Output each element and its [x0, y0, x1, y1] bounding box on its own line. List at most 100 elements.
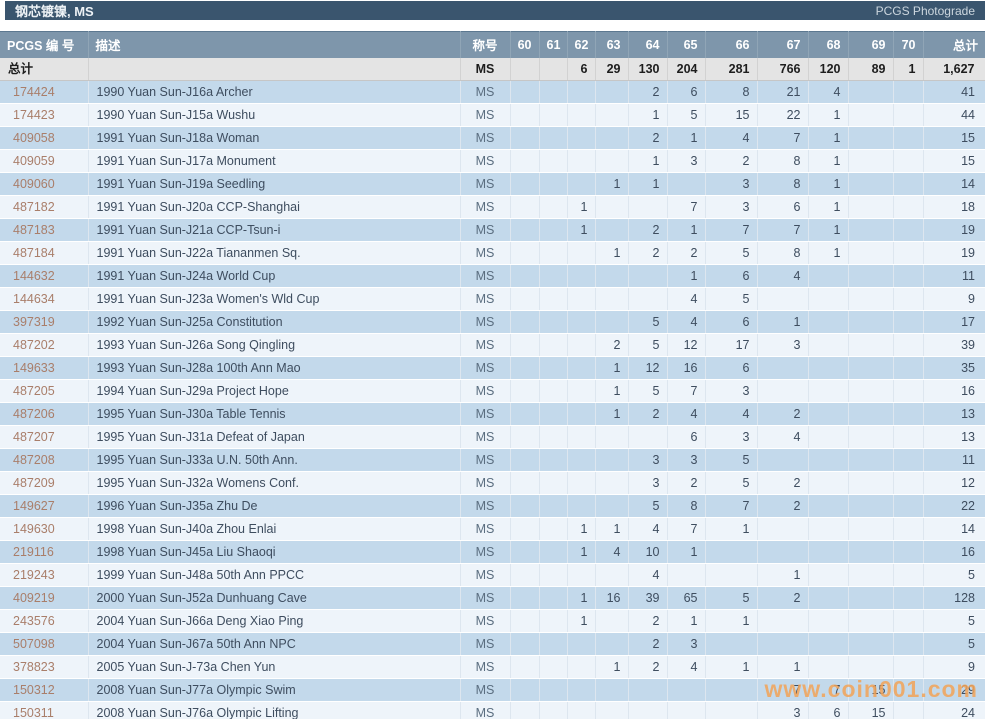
pcgs-number-link[interactable]: 150311 [0, 701, 89, 719]
grade-62-count [567, 80, 596, 104]
grade-69-count [848, 609, 894, 633]
pcgs-number-link[interactable]: 150312 [0, 678, 89, 702]
coin-description: 1992 Yuan Sun-J25a Constitution [88, 310, 461, 334]
grade-68-count [808, 402, 849, 426]
grade-63-count [595, 448, 629, 472]
designation-cell: MS [460, 632, 511, 656]
population-table: PCGS 编 号 描述 称号 60 61 62 63 64 65 66 67 6… [0, 31, 985, 719]
grade-64-count: 2 [628, 218, 668, 242]
grade-65-count: 8 [667, 494, 706, 518]
pcgs-number-link[interactable]: 409060 [0, 172, 89, 196]
pcgs-number-link[interactable]: 409058 [0, 126, 89, 150]
grade-60-count [510, 103, 540, 127]
grade-61-count [539, 609, 568, 633]
grade-63-count [595, 609, 629, 633]
col-header-grade-69: 69 [848, 31, 894, 58]
pcgs-number-link[interactable]: 487208 [0, 448, 89, 472]
grade-65-count: 4 [667, 310, 706, 334]
grade-66-count: 6 [705, 264, 758, 288]
grade-62-count: 1 [567, 586, 596, 610]
pcgs-number-link[interactable]: 219116 [0, 540, 89, 564]
grade-63-count [595, 195, 629, 219]
designation-cell: MS [460, 701, 511, 719]
coin-description: 1996 Yuan Sun-J35a Zhu De [88, 494, 461, 518]
row-total: 5 [923, 632, 985, 656]
pcgs-number-link[interactable]: 144634 [0, 287, 89, 311]
table-row: 487202 1993 Yuan Sun-J26a Song Qingling MS… [0, 333, 985, 357]
coin-description: 1995 Yuan Sun-J32a Womens Conf. [88, 471, 461, 495]
grade-67-count [757, 540, 809, 564]
pcgs-number-link[interactable]: 243576 [0, 609, 89, 633]
grade-64-count: 3 [628, 448, 668, 472]
pcgs-number-link[interactable]: 149627 [0, 494, 89, 518]
grade-65-count: 1 [667, 264, 706, 288]
pcgs-number-link[interactable]: 487184 [0, 241, 89, 265]
grade-67-count: 7 [757, 126, 809, 150]
pcgs-number-link[interactable]: 397319 [0, 310, 89, 334]
totals-grade-66: 281 [705, 57, 758, 81]
pcgs-number-link[interactable]: 487182 [0, 195, 89, 219]
grade-68-count [808, 448, 849, 472]
grade-63-count: 2 [595, 333, 629, 357]
grade-66-count [705, 701, 758, 719]
grade-68-count [808, 655, 849, 679]
grade-69-count [848, 425, 894, 449]
grade-61-count [539, 494, 568, 518]
grade-64-count: 39 [628, 586, 668, 610]
pcgs-number-link[interactable]: 409219 [0, 586, 89, 610]
pcgs-number-link[interactable]: 174423 [0, 103, 89, 127]
designation-cell: MS [460, 356, 511, 380]
pcgs-number-link[interactable]: 144632 [0, 264, 89, 288]
col-header-grade-67: 67 [757, 31, 809, 58]
pcgs-number-link[interactable]: 487202 [0, 333, 89, 357]
table-row: 174424 1990 Yuan Sun-J16a Archer MS 2 6 8 21 4 4… [0, 80, 985, 104]
grade-68-count [808, 356, 849, 380]
grade-60-count [510, 126, 540, 150]
pcgs-number-link[interactable]: 507098 [0, 632, 89, 656]
grade-68-count [808, 494, 849, 518]
grade-66-count: 8 [705, 80, 758, 104]
col-header-grade-70: 70 [893, 31, 924, 58]
section-titlebar: 钢芯镀镍, MS PCGS Photograde [5, 1, 985, 20]
grade-70-count [893, 379, 924, 403]
row-total: 5 [923, 609, 985, 633]
grade-68-count [808, 609, 849, 633]
pcgs-photograde-link[interactable]: PCGS Photograde [875, 3, 975, 18]
table-row: 144632 1991 Yuan Sun-J24a World Cup MS 1 6 4 1… [0, 264, 985, 288]
coin-description: 1999 Yuan Sun-J48a 50th Ann PPCC [88, 563, 461, 587]
grade-70-count [893, 172, 924, 196]
grade-64-count: 10 [628, 540, 668, 564]
pcgs-number-link[interactable]: 487209 [0, 471, 89, 495]
pcgs-number-link[interactable]: 219243 [0, 563, 89, 587]
grade-61-count [539, 241, 568, 265]
row-total: 17 [923, 310, 985, 334]
grade-64-count: 5 [628, 333, 668, 357]
grade-64-count: 12 [628, 356, 668, 380]
grade-61-count [539, 563, 568, 587]
pcgs-number-link[interactable]: 487207 [0, 425, 89, 449]
grade-60-count [510, 80, 540, 104]
grade-69-count [848, 471, 894, 495]
grade-67-count: 2 [757, 471, 809, 495]
grade-65-count: 12 [667, 333, 706, 357]
pcgs-number-link[interactable]: 487205 [0, 379, 89, 403]
grade-61-count [539, 333, 568, 357]
pcgs-number-link[interactable]: 487206 [0, 402, 89, 426]
grade-60-count [510, 356, 540, 380]
pcgs-number-link[interactable]: 378823 [0, 655, 89, 679]
pcgs-number-link[interactable]: 149630 [0, 517, 89, 541]
pcgs-number-link[interactable]: 149633 [0, 356, 89, 380]
grade-61-count [539, 310, 568, 334]
pcgs-number-link[interactable]: 409059 [0, 149, 89, 173]
grade-66-count: 5 [705, 448, 758, 472]
grade-60-count [510, 287, 540, 311]
grade-70-count [893, 195, 924, 219]
grade-60-count [510, 172, 540, 196]
totals-grade-68: 120 [808, 57, 849, 81]
grade-69-count [848, 494, 894, 518]
table-row: 409059 1991 Yuan Sun-J17a Monument MS 1 3 2 8 1… [0, 149, 985, 173]
grade-70-count [893, 264, 924, 288]
pcgs-number-link[interactable]: 174424 [0, 80, 89, 104]
row-total: 11 [923, 264, 985, 288]
pcgs-number-link[interactable]: 487183 [0, 218, 89, 242]
